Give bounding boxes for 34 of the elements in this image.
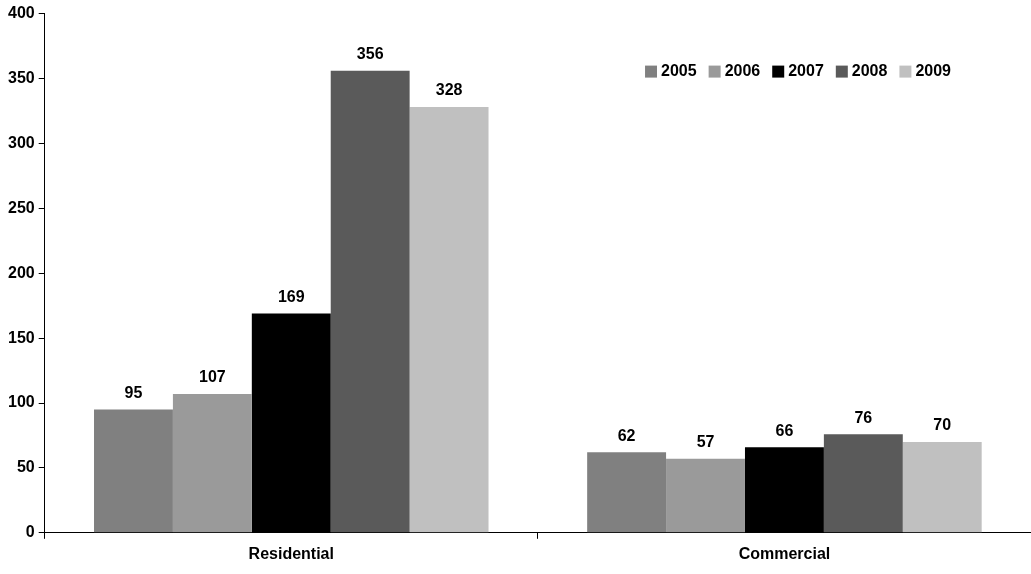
y-tick-label: 100	[7, 393, 35, 411]
x-tick-label: Residential	[248, 544, 334, 562]
y-tick-label: 200	[7, 263, 35, 281]
data-label: 169	[277, 287, 305, 305]
legend-label: 2006	[724, 62, 761, 80]
bar	[409, 107, 489, 533]
data-label: 328	[435, 81, 463, 99]
data-label: 107	[199, 368, 226, 386]
legend-label: 2007	[788, 62, 824, 80]
data-label: 66	[775, 421, 794, 439]
data-label: 62	[617, 426, 636, 444]
bar	[666, 458, 745, 533]
data-label: 76	[854, 408, 873, 426]
y-tick-label: 0	[25, 523, 35, 541]
bar	[902, 441, 982, 533]
data-label: 356	[356, 45, 384, 63]
data-label: 57	[696, 433, 715, 451]
y-tick-label: 250	[7, 198, 35, 216]
data-label: 70	[933, 416, 952, 434]
bar	[94, 409, 173, 533]
legend-label: 2009	[915, 62, 952, 80]
bar	[587, 452, 667, 533]
bar	[823, 434, 903, 533]
x-tick-label: Commercial	[738, 544, 831, 562]
y-tick-label: 350	[7, 68, 35, 86]
legend-label: 2005	[661, 62, 697, 80]
data-label: 95	[124, 383, 143, 401]
bar	[330, 70, 410, 533]
y-tick-label: 50	[16, 458, 35, 476]
y-tick-label: 300	[7, 133, 35, 151]
y-tick-label: 400	[7, 4, 35, 22]
legend-label: 2008	[851, 62, 888, 80]
bar	[172, 393, 252, 533]
y-tick-label: 150	[7, 328, 35, 346]
